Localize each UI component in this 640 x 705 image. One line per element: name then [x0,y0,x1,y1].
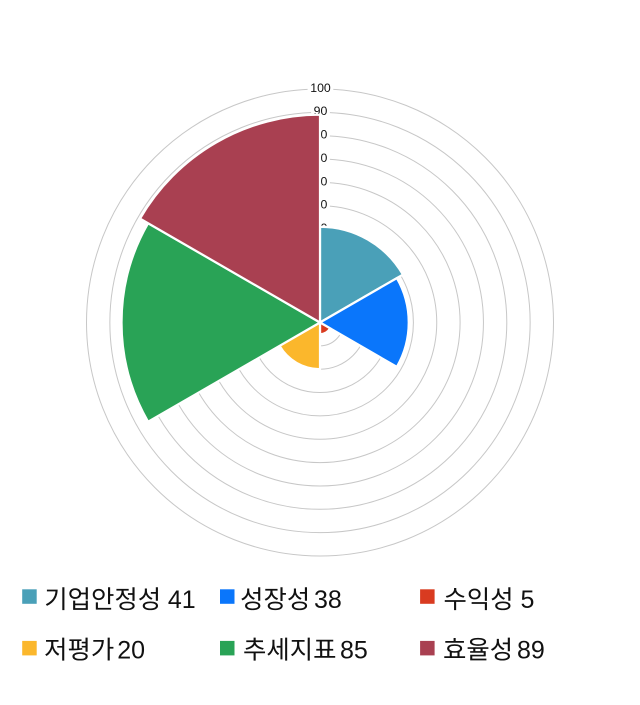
svg-text:85: 85 [340,637,368,665]
svg-text:41: 41 [168,586,196,614]
svg-text:20: 20 [117,637,145,665]
svg-text:100: 100 [310,81,331,95]
svg-text:38: 38 [314,586,342,614]
svg-text:89: 89 [517,637,545,665]
svg-text:5: 5 [521,586,535,614]
